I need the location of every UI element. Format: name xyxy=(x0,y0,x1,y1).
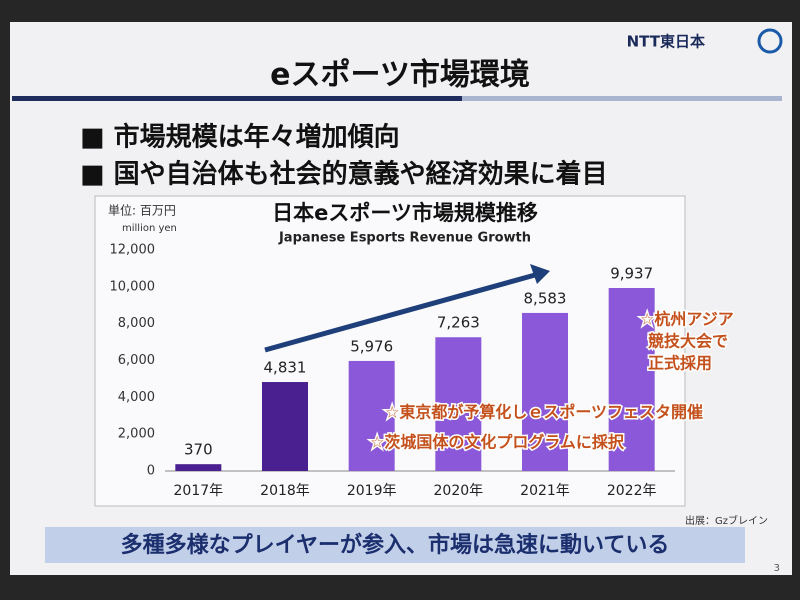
bar xyxy=(175,464,222,471)
logo: NTT東日本 xyxy=(627,33,705,51)
banner: 多種多様なプレイヤーが参入、市場は急速に動いている xyxy=(121,532,670,558)
bar xyxy=(348,360,395,471)
x-tick-label: 2020年 xyxy=(434,483,484,499)
value-label: 5,976 xyxy=(350,337,393,355)
y-tick-label: 10,000 xyxy=(110,279,156,294)
bar xyxy=(608,287,655,471)
y-tick-label: 4,000 xyxy=(118,390,155,405)
value-label: 8,583 xyxy=(524,289,567,307)
trend-arrow xyxy=(264,272,536,353)
bar xyxy=(262,382,308,471)
value-label: 370 xyxy=(184,441,213,459)
bullet: ■ 国や自治体も社会的意義や経済効果に着目 xyxy=(80,159,608,190)
title-rule xyxy=(12,96,462,101)
page-number: 3 xyxy=(774,563,780,574)
value-label: 4,831 xyxy=(264,359,307,377)
unit-label: 単位: 百万円 xyxy=(108,203,176,218)
x-tick-label: 2019年 xyxy=(347,483,397,499)
annotation: 正式採用 xyxy=(648,354,712,373)
plot: 0 2,000 4,000 6,000 8,000 10,000 12,000 2017年 37… xyxy=(110,243,736,500)
annotation: 競技大会で xyxy=(648,332,728,351)
x-tick-label: 2022年 xyxy=(607,483,657,499)
annotation: ☆東京都が予算化しｅスポーツフェスタ開催 xyxy=(385,403,703,422)
y-tick-label: 2,000 xyxy=(118,427,155,442)
banner-bg xyxy=(45,527,745,563)
x-tick-label: 2017年 xyxy=(174,483,224,499)
source: 出展：Gzブレイン xyxy=(685,514,768,527)
slide-title: eスポーツ市場環境 xyxy=(270,58,530,93)
logo-mark xyxy=(757,28,783,54)
y-tick-label: 6,000 xyxy=(118,353,155,368)
annotation: ☆茨城国体の文化プログラムに採択 xyxy=(370,433,625,452)
value-label: 9,937 xyxy=(610,264,653,282)
y-tick-label: 0 xyxy=(147,464,155,479)
y-tick-label: 12,000 xyxy=(110,243,156,258)
title-rule-light xyxy=(462,96,782,101)
annotation: ☆杭州アジア xyxy=(640,310,734,329)
bar xyxy=(435,337,482,471)
x-tick-label: 2018年 xyxy=(260,483,310,499)
unit-label-en: million yen xyxy=(122,223,177,234)
chart-subtitle: Japanese Esports Revenue Growth xyxy=(278,231,531,246)
x-tick-label: 2021年 xyxy=(520,483,570,499)
bullet: ■ 市場規模は年々増加傾向 xyxy=(80,122,400,153)
value-label: 7,263 xyxy=(437,314,480,332)
trend-arrowhead xyxy=(530,264,550,284)
chart-title: 日本eスポーツ市場規模推移 xyxy=(272,201,538,225)
y-tick-label: 8,000 xyxy=(118,316,155,331)
bar xyxy=(522,312,568,471)
